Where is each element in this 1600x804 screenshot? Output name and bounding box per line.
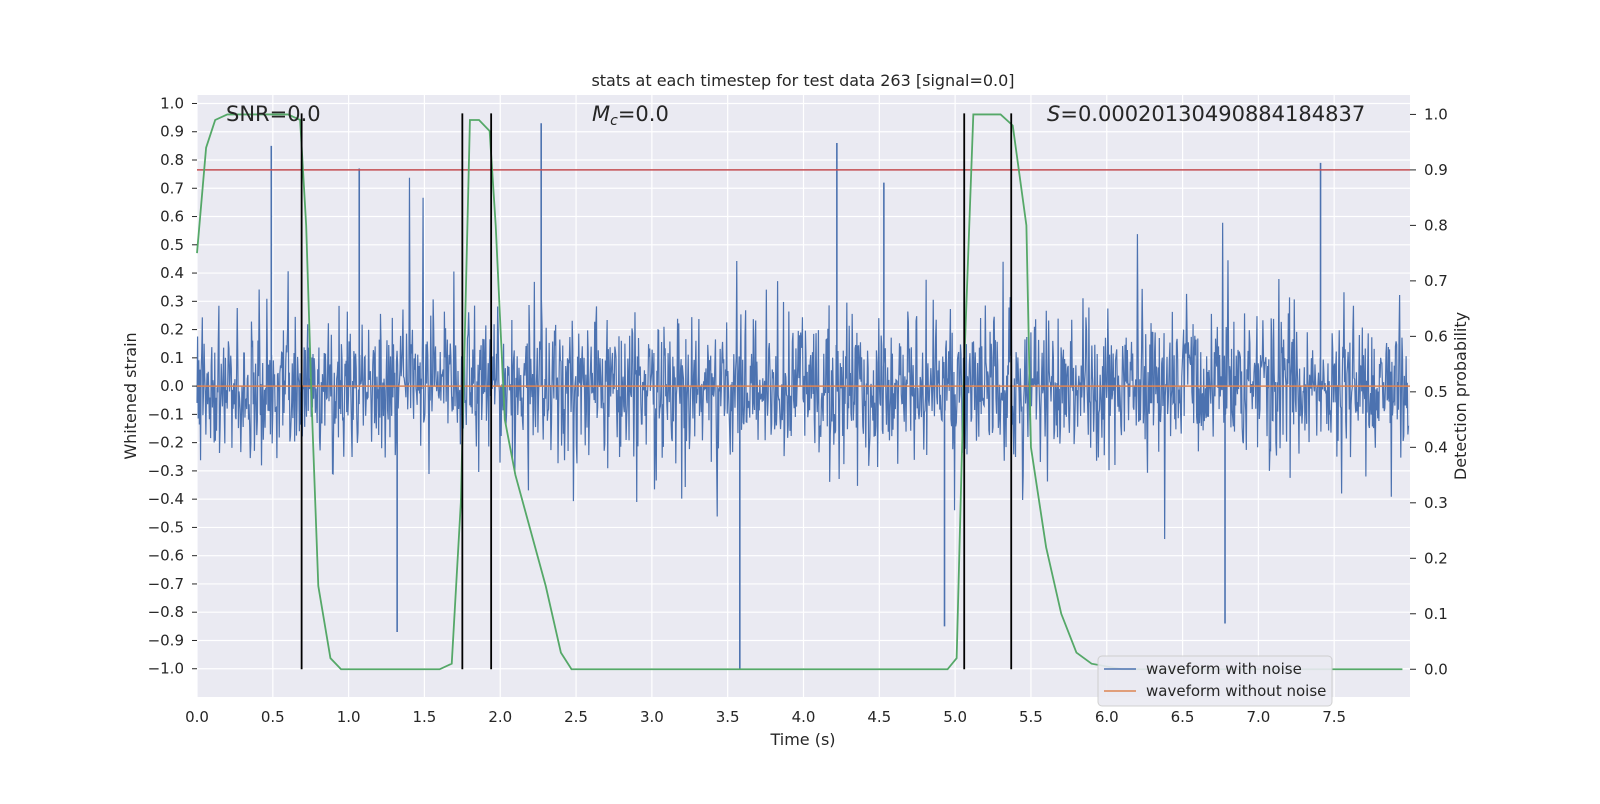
legend-entry-noisy: waveform with noise xyxy=(1146,660,1302,678)
x-tick-label: 1.5 xyxy=(413,708,437,726)
y-right-axis-ticks: 1.0 0.9 0.8 0.7 0.6 0.5 0.4 0.3 0.2 0.1 0.0 xyxy=(1410,105,1448,678)
x-tick-label: 3.5 xyxy=(716,708,740,726)
y-right-tick-label: 0.5 xyxy=(1424,383,1448,401)
y-tick-label: 0.7 xyxy=(160,179,184,197)
y-tick-label: −0.9 xyxy=(148,631,184,649)
x-tick-label: 0.5 xyxy=(261,708,285,726)
y-right-tick-label: 0.6 xyxy=(1424,327,1448,345)
legend-entry-clean: waveform without noise xyxy=(1146,682,1326,700)
chirp-mass-annotation: Mc=0.0 xyxy=(592,102,669,129)
y-right-tick-label: 0.0 xyxy=(1424,660,1448,678)
y-tick-label: −0.2 xyxy=(148,434,184,452)
y-tick-label: 0.8 xyxy=(160,151,184,169)
y-tick-label: 1.0 xyxy=(160,94,184,112)
y-axis-ticks: 1.0 0.9 0.8 0.7 0.6 0.5 0.4 0.3 0.2 0.1 0.0 −0.1 −0.… xyxy=(148,94,197,678)
y-tick-label: −0.8 xyxy=(148,603,184,621)
y-tick-label: 0.2 xyxy=(160,321,184,339)
x-tick-label: 3.0 xyxy=(640,708,664,726)
detection-probability-line xyxy=(196,113,1403,671)
y-tick-label: −0.3 xyxy=(148,462,184,480)
x-tick-label: 4.5 xyxy=(867,708,891,726)
s-annotation: S=0.00020130490884184837 xyxy=(1047,102,1365,126)
y-tick-label: 0.4 xyxy=(160,264,184,282)
x-tick-label: 5.0 xyxy=(943,708,967,726)
y-axis-label: Whitened strain xyxy=(121,332,140,459)
x-tick-label: 2.0 xyxy=(488,708,512,726)
y-right-tick-label: 0.4 xyxy=(1424,438,1448,456)
y-tick-label: −0.4 xyxy=(148,490,184,508)
x-tick-label: 5.5 xyxy=(1019,708,1043,726)
y-tick-label: 0.9 xyxy=(160,123,184,141)
legend-box xyxy=(1097,655,1333,707)
y-tick-label: 0.0 xyxy=(160,377,184,395)
y-tick-label: 0.3 xyxy=(160,292,184,310)
x-tick-label: 4.0 xyxy=(792,708,816,726)
y-tick-label: −0.7 xyxy=(148,575,184,593)
y-tick-label: −0.1 xyxy=(148,405,184,423)
y-right-axis-label: Detection probability xyxy=(1451,312,1470,480)
y-tick-label: −0.6 xyxy=(148,547,184,565)
x-axis-ticks: 0.0 0.5 1.0 1.5 2.0 2.5 3.0 3.5 4.0 4.5 5.0 5.5 6.0 6… xyxy=(185,708,1346,726)
series-overlays xyxy=(196,113,1410,671)
y-tick-label: −0.5 xyxy=(148,518,184,536)
y-right-tick-label: 0.1 xyxy=(1424,605,1448,623)
y-tick-label: −1.0 xyxy=(148,660,184,678)
snr-annotation: SNR=0.0 xyxy=(226,102,321,126)
y-right-tick-label: 0.9 xyxy=(1424,161,1448,179)
y-tick-label: 0.1 xyxy=(160,349,184,367)
y-tick-label: 0.5 xyxy=(160,236,184,254)
x-tick-label: 2.5 xyxy=(564,708,588,726)
x-tick-label: 7.5 xyxy=(1322,708,1346,726)
x-tick-label: 1.0 xyxy=(337,708,361,726)
y-right-tick-label: 0.2 xyxy=(1424,549,1448,567)
y-tick-label: 0.6 xyxy=(160,208,184,226)
x-tick-label: 7.0 xyxy=(1246,708,1270,726)
legend: waveform with noise waveform without noi… xyxy=(1097,655,1333,707)
x-axis-label: Time (s) xyxy=(769,730,835,749)
chart-title: stats at each timestep for test data 263… xyxy=(591,71,1014,90)
x-tick-label: 0.0 xyxy=(185,708,209,726)
y-right-tick-label: 1.0 xyxy=(1424,105,1448,123)
y-right-tick-label: 0.3 xyxy=(1424,494,1448,512)
x-tick-label: 6.5 xyxy=(1171,708,1195,726)
y-right-tick-label: 0.7 xyxy=(1424,272,1448,290)
x-tick-label: 6.0 xyxy=(1095,708,1119,726)
y-right-tick-label: 0.8 xyxy=(1424,216,1448,234)
